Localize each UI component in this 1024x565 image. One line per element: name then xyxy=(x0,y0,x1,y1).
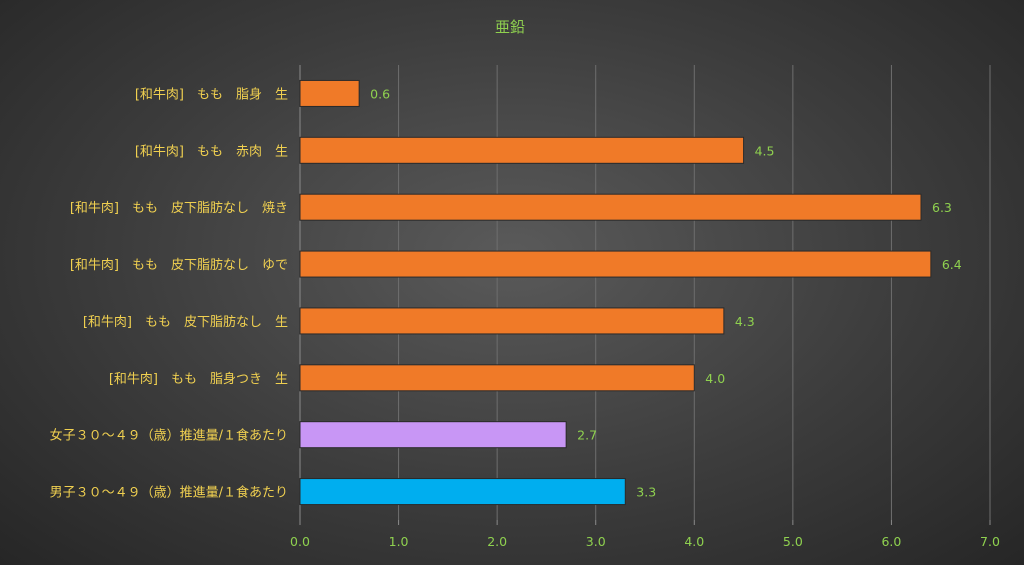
x-tick-label: 2.0 xyxy=(487,534,507,549)
x-tick-label: 6.0 xyxy=(881,534,901,549)
x-tick-label: 5.0 xyxy=(783,534,803,549)
category-label: [和牛肉] もも 脂身つき 生 xyxy=(109,371,288,387)
x-tick-label: 7.0 xyxy=(980,534,1000,549)
category-label: [和牛肉] もも 皮下脂肪なし 生 xyxy=(83,314,288,330)
category-label: [和牛肉] もも 皮下脂肪なし ゆで xyxy=(70,257,288,273)
category-label: 男子３０～４９（歳）推進量/１食あたり xyxy=(50,485,288,501)
bar xyxy=(299,478,626,506)
bar xyxy=(299,307,725,335)
data-label: 4.0 xyxy=(705,371,725,386)
bar xyxy=(299,421,567,449)
category-label: [和牛肉] もも 脂身 生 xyxy=(135,86,288,102)
x-axis-ticks: 0.0 1.0 2.0 3.0 4.0 5.0 6.0 7.0 xyxy=(290,520,1000,549)
bar xyxy=(299,79,360,107)
chart-title: 亜鉛 xyxy=(495,18,525,36)
category-labels: [和牛肉] もも 脂身 生 [和牛肉] もも 赤肉 生 [和牛肉] もも 皮下脂肪な… xyxy=(50,86,288,500)
category-label: [和牛肉] もも 皮下脂肪なし 焼き xyxy=(70,200,288,216)
bars: 0.6 4.5 6.3 6.4 4.3 4.0 2.7 3.3 xyxy=(299,79,962,506)
bar xyxy=(299,193,922,221)
bar xyxy=(299,250,932,278)
category-label: 女子３０～４９（歳）推進量/１食あたり xyxy=(50,428,288,444)
data-label: 4.3 xyxy=(735,314,755,329)
data-label: 6.3 xyxy=(932,200,952,215)
x-tick-label: 3.0 xyxy=(586,534,606,549)
gridlines xyxy=(299,65,991,520)
data-label: 6.4 xyxy=(942,257,962,272)
data-label: 0.6 xyxy=(370,86,390,101)
data-label: 2.7 xyxy=(577,428,597,443)
bar xyxy=(299,136,745,164)
data-label: 3.3 xyxy=(636,485,656,500)
x-tick-label: 0.0 xyxy=(290,534,310,549)
category-label: [和牛肉] もも 赤肉 生 xyxy=(135,144,288,159)
x-tick-label: 4.0 xyxy=(684,534,704,549)
data-label: 4.5 xyxy=(755,143,775,158)
bar xyxy=(299,364,695,392)
x-tick-label: 1.0 xyxy=(389,534,409,549)
